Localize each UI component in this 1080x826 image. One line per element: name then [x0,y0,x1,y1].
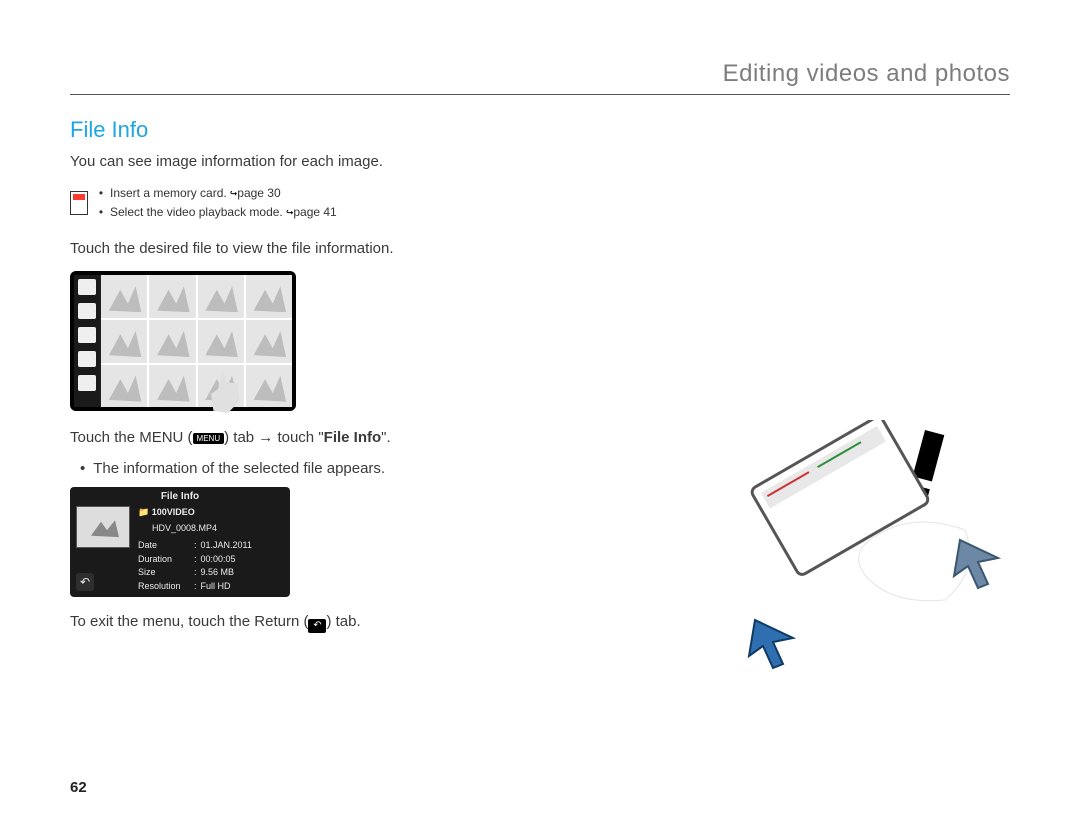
touch-hand-icon [199,367,247,415]
thumbnail-grid-screenshot [70,271,296,411]
step-2-bold: File Info [324,429,382,446]
prerequisite-box: • Insert a memory card. ↪page 30 • Selec… [70,184,1010,222]
trash-icon [78,351,96,367]
decorative-illustration [660,420,1020,700]
menu-icon [78,375,96,391]
step-3-post: ) tab. [326,613,360,630]
thumbnail-grid [101,275,292,407]
bullet-icon: • [80,460,85,477]
return-icon: ↶ [76,573,94,591]
meta-val: Full HD [201,580,231,594]
step-1-text: Touch the desired file to view the file … [70,240,1010,257]
file-name: HDV_0008.MP4 [152,522,252,536]
step-2-pre: Touch the MENU ( [70,429,193,446]
step-2-sub-text: The information of the selected file app… [93,460,385,477]
file-thumbnail [76,506,130,548]
folder-name: 100VIDEO [152,507,195,517]
prereq-line-2: Select the video playback mode. [110,205,286,219]
file-metadata: 📁 100VIDEO HDV_0008.MP4 Date: 01.JAN.201… [138,506,252,593]
bullet-icon: • [98,203,104,222]
meta-val: 00:00:05 [201,553,236,567]
panel-title: File Info [76,491,284,502]
menu-badge-icon: MENU [193,433,225,444]
meta-val: 9.56 MB [201,566,235,580]
step-2-post: ". [381,429,391,446]
meta-val: 01.JAN.2011 [201,539,252,553]
manual-page: Editing videos and photos File Info You … [0,0,1080,826]
meta-key: Date [138,539,190,553]
return-badge-icon: ↶ [308,619,326,633]
bullet-icon: • [98,184,104,203]
prerequisite-lines: • Insert a memory card. ↪page 30 • Selec… [98,184,337,222]
share-icon [78,303,96,319]
meta-key: Resolution [138,580,190,594]
mode-icon [78,279,96,295]
step-3-pre: To exit the menu, touch the Return ( [70,613,308,630]
page-number: 62 [70,779,87,796]
thumbnail-sidebar [74,275,101,407]
check-card-icon [70,191,88,215]
step-2-mid: ) tab → touch " [224,429,324,446]
section-title: File Info [70,117,1010,143]
prereq-line-1-ref: page 30 [237,186,280,200]
meta-key: Size [138,566,190,580]
meta-key: Duration [138,553,190,567]
prereq-line-1: Insert a memory card. [110,186,230,200]
file-info-panel-screenshot: File Info 📁 100VIDEO HDV_0008.MP4 Date: … [70,487,290,597]
intro-text: You can see image information for each i… [70,153,1010,170]
prereq-line-2-ref: page 41 [293,205,336,219]
chapter-title: Editing videos and photos [70,60,1010,95]
film-icon [78,327,96,343]
